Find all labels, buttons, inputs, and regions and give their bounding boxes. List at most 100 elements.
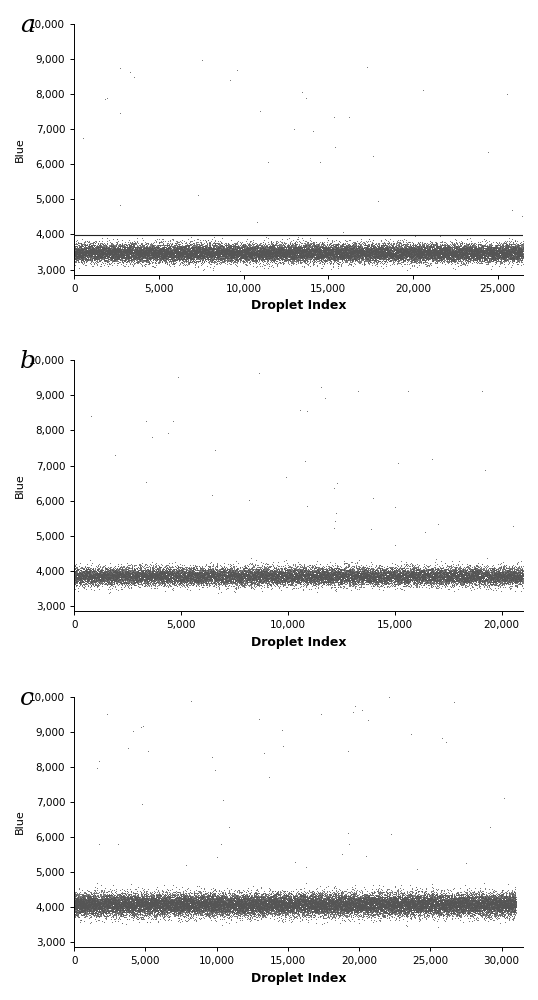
- Point: [88, 901, 96, 917]
- Point: [408, 237, 417, 253]
- Point: [236, 567, 244, 583]
- Point: [491, 572, 500, 588]
- Point: [121, 889, 129, 905]
- Point: [480, 895, 489, 911]
- Point: [373, 574, 382, 590]
- Point: [314, 565, 322, 581]
- Point: [400, 570, 408, 586]
- Point: [129, 567, 137, 583]
- Point: [442, 243, 451, 259]
- Point: [513, 251, 521, 267]
- Point: [241, 577, 250, 593]
- Point: [158, 900, 167, 916]
- Point: [369, 232, 377, 248]
- Point: [327, 897, 336, 913]
- Point: [367, 895, 376, 911]
- Point: [429, 898, 437, 914]
- Point: [123, 565, 132, 581]
- Point: [177, 568, 186, 584]
- Point: [188, 565, 196, 581]
- Point: [216, 903, 224, 919]
- Point: [91, 889, 100, 905]
- Point: [435, 242, 443, 258]
- Point: [186, 898, 195, 914]
- Point: [110, 911, 118, 927]
- Point: [344, 573, 353, 589]
- Point: [148, 901, 157, 917]
- Point: [313, 570, 322, 586]
- Point: [508, 894, 517, 910]
- Point: [312, 242, 320, 258]
- Point: [293, 239, 301, 255]
- Point: [424, 248, 433, 264]
- Point: [454, 893, 462, 909]
- Point: [153, 250, 161, 266]
- Point: [464, 889, 473, 905]
- Point: [143, 246, 151, 262]
- Point: [275, 565, 284, 581]
- Point: [490, 908, 498, 924]
- Point: [438, 562, 447, 578]
- Point: [485, 567, 493, 583]
- Point: [412, 896, 421, 912]
- Point: [308, 904, 317, 920]
- Point: [320, 239, 328, 255]
- Point: [342, 570, 351, 586]
- Point: [236, 893, 244, 909]
- Point: [208, 895, 217, 911]
- Point: [93, 245, 102, 261]
- Point: [335, 907, 343, 923]
- Point: [258, 902, 267, 918]
- Point: [258, 246, 267, 262]
- Point: [175, 246, 184, 262]
- Point: [97, 901, 106, 917]
- Point: [394, 905, 403, 921]
- Point: [297, 249, 306, 265]
- Point: [101, 567, 109, 583]
- Point: [261, 572, 270, 588]
- Point: [143, 570, 151, 586]
- Point: [172, 570, 181, 586]
- Point: [189, 901, 198, 917]
- Point: [101, 238, 109, 254]
- Point: [518, 565, 527, 581]
- Point: [223, 246, 231, 262]
- Point: [492, 889, 501, 905]
- Point: [485, 895, 494, 911]
- Point: [471, 565, 480, 581]
- Point: [429, 238, 438, 254]
- Point: [178, 568, 186, 584]
- Point: [393, 896, 401, 912]
- Point: [394, 238, 403, 254]
- Point: [458, 563, 466, 579]
- Point: [464, 249, 472, 265]
- Point: [454, 568, 463, 584]
- Point: [351, 566, 359, 582]
- Point: [138, 796, 147, 812]
- Point: [153, 247, 162, 263]
- Point: [248, 905, 257, 921]
- Point: [80, 896, 89, 912]
- Point: [136, 898, 145, 914]
- Point: [394, 883, 402, 899]
- Point: [453, 246, 462, 262]
- Point: [154, 903, 162, 919]
- Point: [199, 904, 207, 920]
- Point: [485, 902, 493, 918]
- Point: [263, 900, 271, 916]
- Point: [105, 244, 114, 260]
- Point: [116, 243, 125, 259]
- Point: [374, 903, 383, 919]
- Point: [338, 237, 346, 253]
- Point: [398, 251, 407, 267]
- Point: [502, 246, 511, 262]
- Point: [490, 905, 498, 921]
- Point: [498, 901, 507, 917]
- Point: [373, 256, 381, 272]
- Point: [429, 239, 437, 255]
- Point: [240, 893, 249, 909]
- Point: [323, 901, 332, 917]
- Point: [325, 236, 334, 252]
- Point: [345, 250, 353, 266]
- Point: [261, 245, 270, 261]
